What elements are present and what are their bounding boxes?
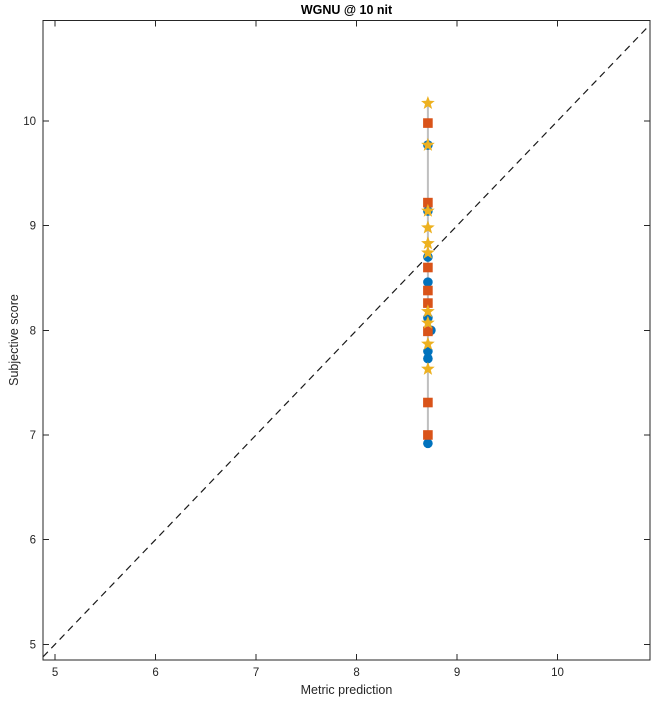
chart-title: WGNU @ 10 nit — [300, 3, 393, 17]
scatter-point-square — [423, 298, 433, 308]
scatter-point-square — [423, 118, 433, 128]
scatter-point-star — [421, 315, 435, 329]
scatter-point-square — [423, 262, 433, 273]
scatter-point-circle — [423, 277, 433, 287]
x-tick-label: 5 — [52, 667, 58, 679]
x-tick-label: 10 — [551, 667, 564, 679]
x-tick-label: 7 — [253, 667, 259, 679]
y-tick-label: 8 — [30, 325, 36, 337]
x-tick-label: 9 — [454, 667, 460, 679]
scatter-point-star — [421, 203, 435, 217]
scatter-point-star — [421, 220, 435, 234]
y-tick-label: 6 — [30, 535, 36, 547]
scatter-point-star — [421, 137, 435, 151]
y-tick-label: 7 — [30, 430, 36, 442]
x-tick-label: 6 — [152, 667, 158, 679]
scatter-point-star — [421, 95, 435, 110]
scatter-point-circle — [423, 346, 433, 357]
scatter-point-circle — [423, 353, 433, 364]
y-tick-label: 5 — [30, 639, 36, 651]
scatter-point-star — [421, 336, 435, 350]
y-axis-label: Subjective score — [7, 294, 21, 386]
scatter-point-star — [421, 236, 435, 250]
scatter-point-square — [423, 285, 433, 296]
y-tick-label: 10 — [23, 116, 36, 128]
scatter-point-star — [421, 361, 435, 375]
scatter-point-square — [423, 326, 433, 337]
scatter-point-star — [421, 245, 435, 259]
scatter-point-square — [423, 197, 433, 208]
scatter-point-star — [421, 304, 435, 318]
x-axis-label: Metric prediction — [300, 683, 393, 697]
scatter-point-square — [423, 430, 433, 440]
plot-box — [42, 20, 651, 661]
y-tick-label: 9 — [30, 221, 36, 233]
identity-line — [42, 24, 651, 658]
scatter-point-square — [423, 397, 433, 408]
scatter-point-circle — [423, 438, 433, 449]
x-tick-label: 8 — [353, 667, 359, 679]
